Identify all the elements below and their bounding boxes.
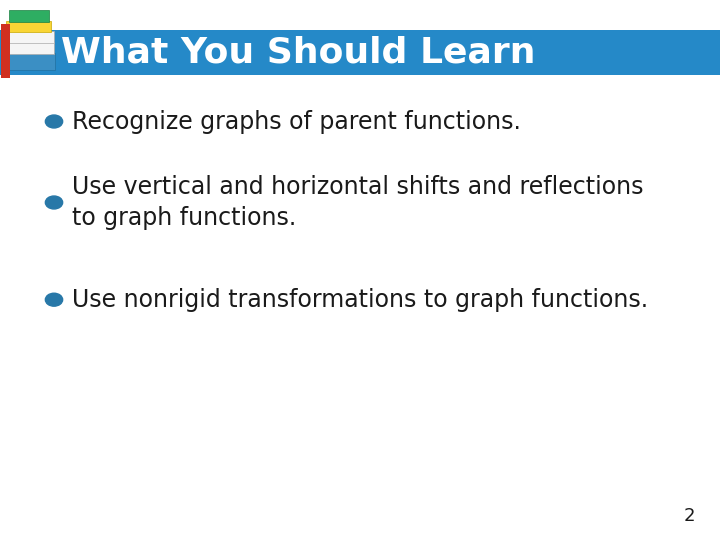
Text: Use nonrigid transformations to graph functions.: Use nonrigid transformations to graph fu…: [72, 288, 648, 312]
Text: 2: 2: [683, 507, 695, 525]
Text: Use vertical and horizontal shifts and reflections
to graph functions.: Use vertical and horizontal shifts and r…: [72, 175, 644, 230]
Text: Recognize graphs of parent functions.: Recognize graphs of parent functions.: [72, 110, 521, 133]
Text: What You Should Learn: What You Should Learn: [61, 35, 536, 69]
